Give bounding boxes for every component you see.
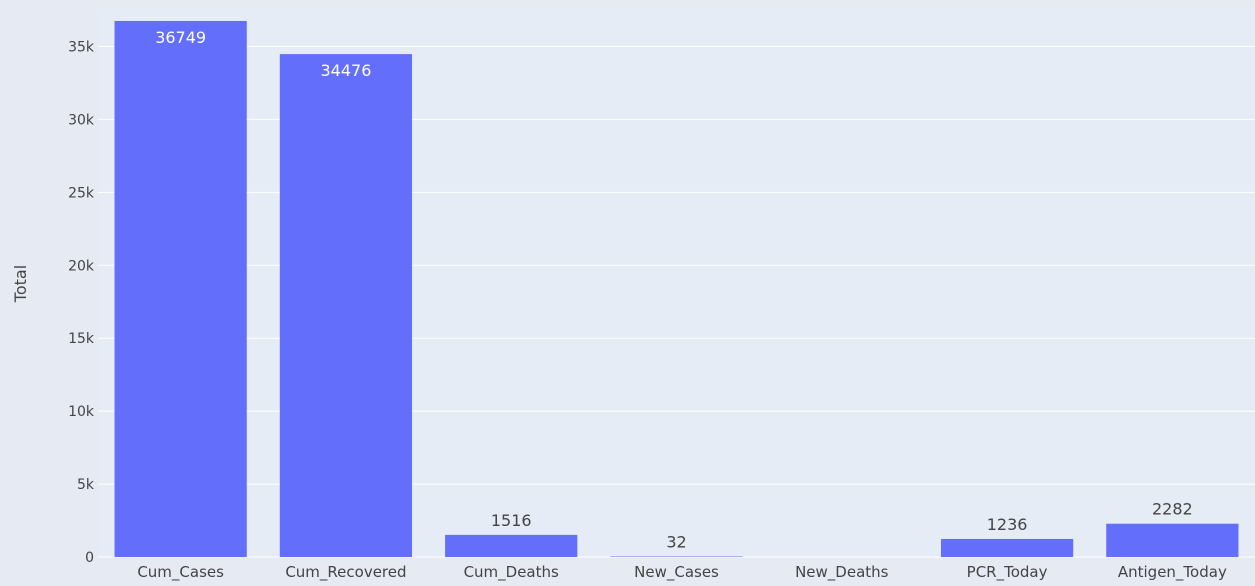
data-label: 1516 xyxy=(491,511,532,530)
x-tick-label: PCR_Today xyxy=(967,563,1048,582)
y-tick-label: 30k xyxy=(68,112,95,128)
y-tick-label: 35k xyxy=(68,39,95,55)
y-tick-label: 0 xyxy=(85,550,94,566)
data-label: 34476 xyxy=(320,61,371,80)
data-label: 32 xyxy=(666,533,686,552)
y-tick-label: 25k xyxy=(68,185,95,201)
y-tick-label: 5k xyxy=(77,477,95,493)
x-tick-label: Antigen_Today xyxy=(1118,563,1227,582)
x-tick-label: New_Cases xyxy=(634,563,719,582)
bar-antigen-today[interactable] xyxy=(1106,523,1239,557)
y-tick-label: 15k xyxy=(68,331,95,347)
x-tick-label: Cum_Recovered xyxy=(285,563,406,582)
x-axis-ticks: Cum_Cases Cum_Recovered Cum_Deaths New_Case… xyxy=(137,563,1227,582)
bar-cum-cases[interactable] xyxy=(114,20,247,557)
data-label: 1236 xyxy=(987,515,1028,534)
y-axis-title: Total xyxy=(11,265,30,303)
x-tick-label: New_Deaths xyxy=(795,563,889,582)
bars xyxy=(114,20,1239,558)
x-tick-label: Cum_Deaths xyxy=(464,563,559,582)
data-labels: 36749 34476 1516 32 1236 2282 xyxy=(155,28,1193,552)
y-tick-label: 20k xyxy=(68,258,95,274)
bar-cum-deaths[interactable] xyxy=(445,534,578,557)
bar-cum-recovered[interactable] xyxy=(279,54,413,558)
bar-pcr-today[interactable] xyxy=(940,538,1074,557)
x-tick-label: Cum_Cases xyxy=(137,563,224,582)
data-label: 2282 xyxy=(1152,500,1193,519)
data-label: 36749 xyxy=(155,28,206,47)
y-axis-ticks: 0 5k 10k 15k 20k 25k 30k 35k xyxy=(68,39,95,566)
plot-area xyxy=(98,10,1255,557)
y-tick-label: 10k xyxy=(68,404,95,420)
